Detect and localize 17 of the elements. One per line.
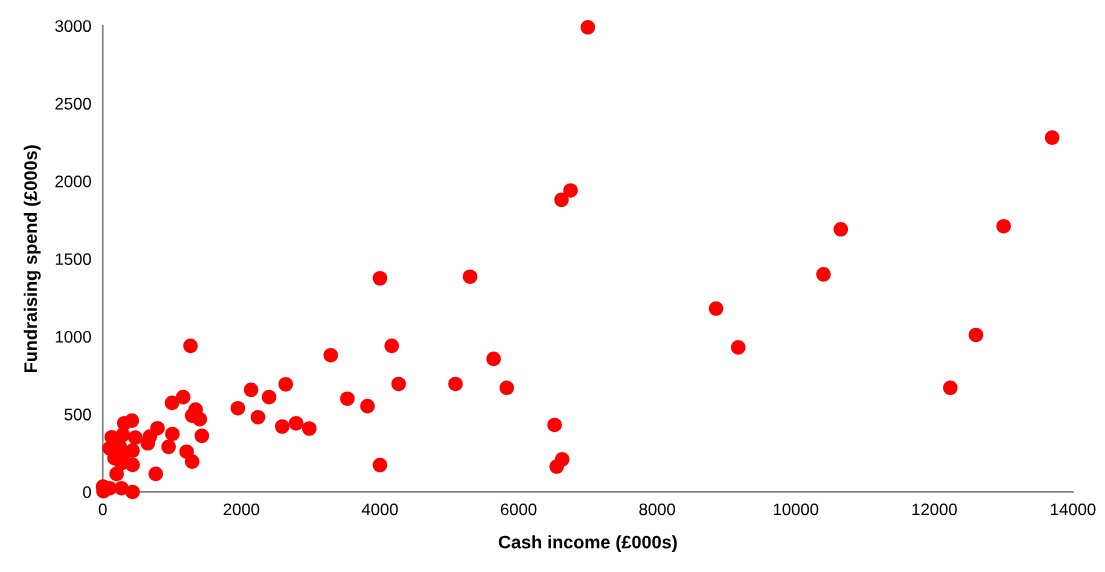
y-tick-label: 3000 <box>55 20 92 32</box>
x-tick-label: 4000 <box>361 503 398 516</box>
y-tick-label: 0 <box>83 486 91 499</box>
y-tick-label: 2000 <box>55 175 92 188</box>
y-axis-title: Fundraising spend (£000s) <box>23 145 41 372</box>
x-axis-title: Cash income (£000s) <box>498 535 677 553</box>
y-tick-label: 500 <box>64 408 91 421</box>
y-tick-label: 1000 <box>55 330 92 343</box>
x-tick-label: 12000 <box>912 503 957 516</box>
x-tick-label: 8000 <box>639 503 676 516</box>
x-tick-label: 2000 <box>223 503 260 516</box>
y-tick-label: 2500 <box>55 97 92 110</box>
x-tick-label: 6000 <box>500 503 537 516</box>
x-tick-label: 14000 <box>1051 503 1096 516</box>
x-tick-label: 0 <box>98 503 107 516</box>
x-tick-label: 10000 <box>773 503 819 516</box>
y-tick-label: 1500 <box>55 253 92 266</box>
